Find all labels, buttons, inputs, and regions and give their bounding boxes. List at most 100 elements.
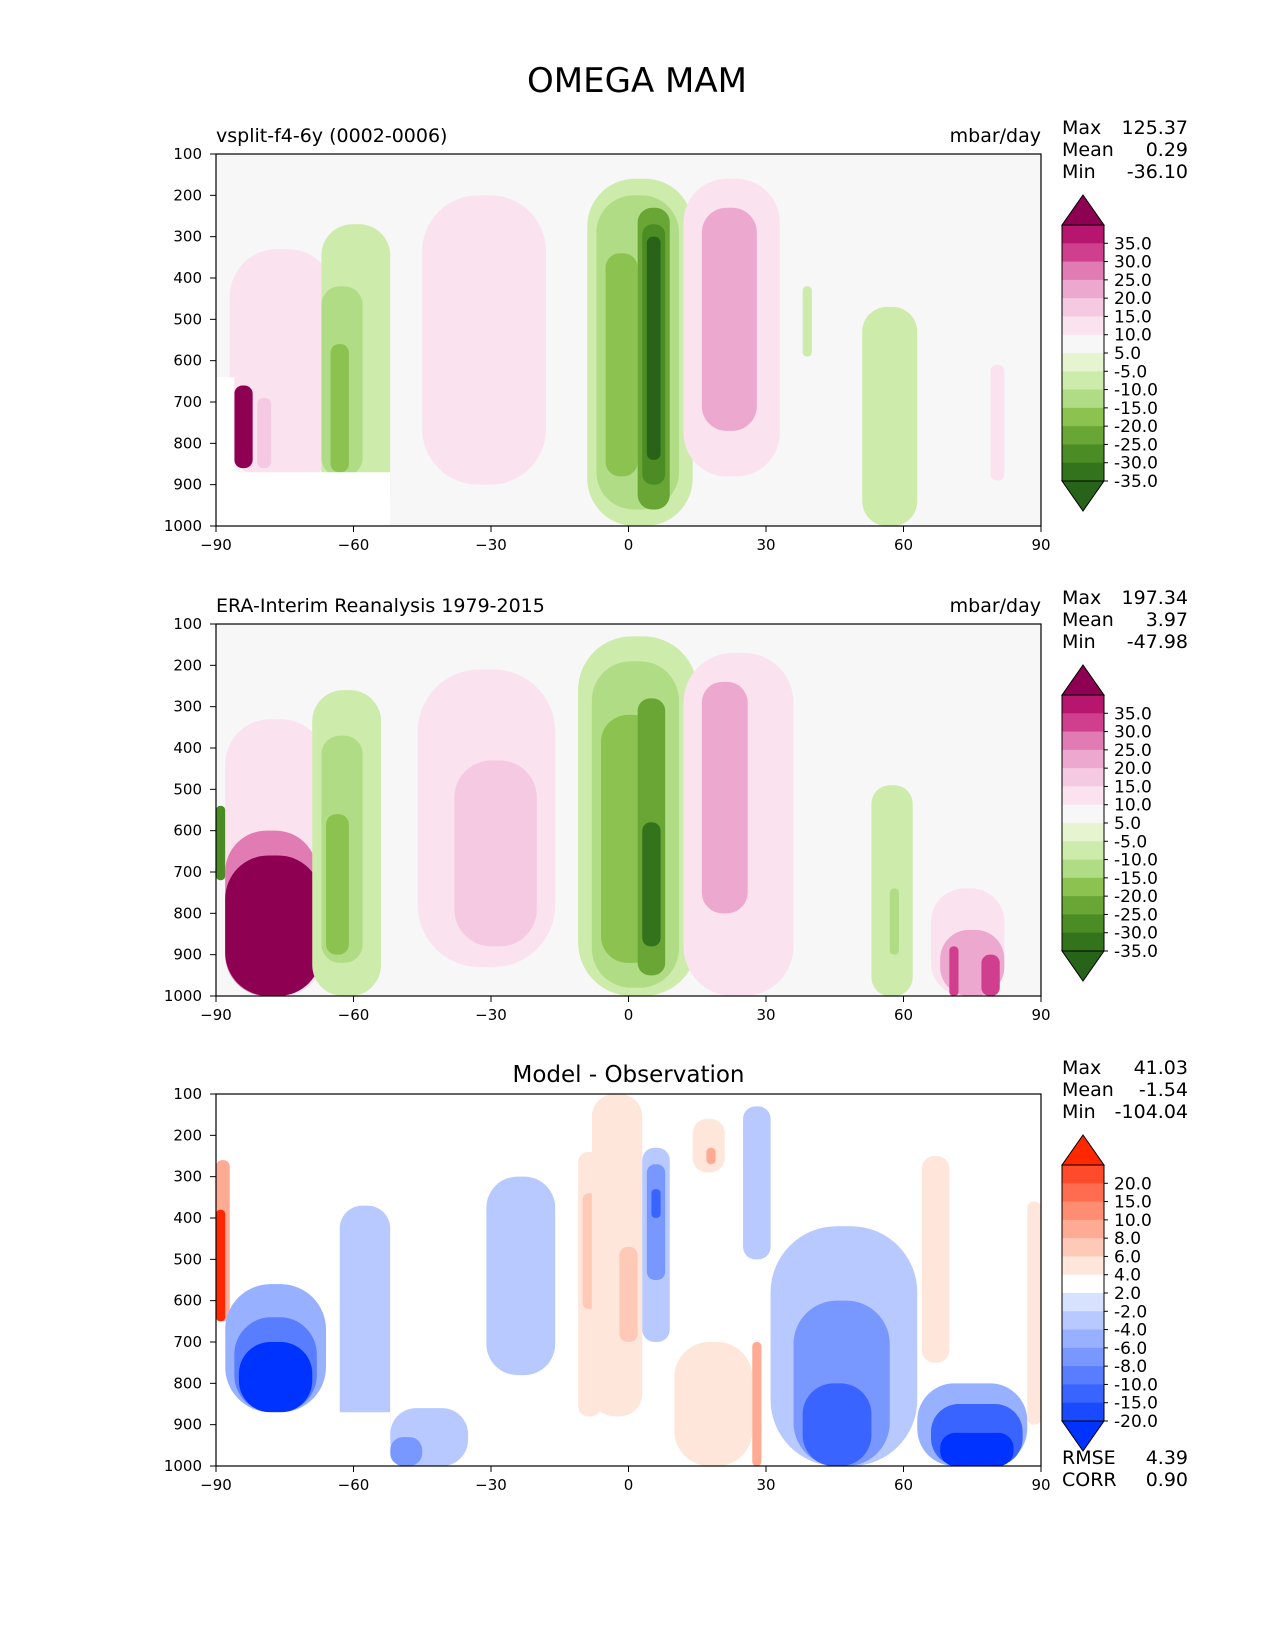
colorbar-label: -5.0 <box>1114 832 1147 852</box>
colorbar-band <box>1062 877 1104 897</box>
colorbar-label: -20.0 <box>1114 887 1158 907</box>
panel-difference: −90 −60 −30 0 30 60 90 100 200 300 400 500 600 700 800… <box>164 1057 1188 1494</box>
contour-region <box>706 1147 716 1165</box>
contour-region <box>701 681 748 914</box>
x-tick-label: 60 <box>894 1006 913 1024</box>
colorbar-band <box>1062 389 1104 409</box>
colorbar-label: 10.0 <box>1114 796 1152 816</box>
contour-region <box>454 760 537 947</box>
colorbar-band <box>1062 1201 1104 1221</box>
y-tick-label: 600 <box>173 822 202 840</box>
colorbar-band <box>1062 279 1104 299</box>
y-tick-label: 400 <box>173 739 202 757</box>
colorbar-label: 15.0 <box>1114 307 1152 327</box>
y-tick-label: 800 <box>173 434 202 452</box>
colorbar-band <box>1062 731 1104 751</box>
colorbar-band <box>1062 1293 1104 1312</box>
panel-title: ERA-Interim Reanalysis 1979-2015 <box>216 595 545 617</box>
colorbar-label: -6.0 <box>1114 1339 1147 1359</box>
y-tick-label: 200 <box>173 1126 202 1144</box>
contour-region <box>752 1342 762 1466</box>
x-tick-label: −30 <box>475 1006 507 1024</box>
contour-region <box>889 888 899 955</box>
contour-region <box>646 1164 666 1280</box>
figure-title: OMEGA MAM <box>527 61 747 101</box>
colorbar-extend-max <box>1061 194 1105 226</box>
missing-data-mask <box>216 1412 391 1466</box>
x-tick-label: −90 <box>200 536 232 554</box>
contour-field <box>216 178 1005 526</box>
colorbar-label: -10.0 <box>1114 851 1158 871</box>
colorbar-label: 25.0 <box>1114 271 1152 291</box>
missing-data-mask <box>216 1321 226 1413</box>
colorbar-band <box>1062 713 1104 733</box>
colorbar-label: 35.0 <box>1114 704 1152 724</box>
colorbar-band <box>1062 749 1104 769</box>
x-tick-label: 0 <box>624 1476 634 1494</box>
x-tick-label: 0 <box>624 1006 634 1024</box>
contour-field <box>216 636 1005 996</box>
colorbar-label: 10.0 <box>1114 326 1152 346</box>
contour-region <box>339 1205 391 1466</box>
colorbar-band <box>1062 407 1104 427</box>
stat-value: 41.03 <box>1134 1057 1188 1079</box>
missing-data-mask <box>216 377 235 526</box>
contour-region <box>238 1342 313 1413</box>
stat-label: Max <box>1062 587 1101 609</box>
y-tick-label: 900 <box>173 476 202 494</box>
colorbar-label: 4.0 <box>1114 1266 1141 1286</box>
contour-region <box>642 822 661 947</box>
colorbar-band <box>1062 823 1104 842</box>
colorbar-band <box>1062 1329 1104 1349</box>
y-tick-label: 100 <box>173 1085 202 1103</box>
colorbar-extend-max <box>1061 1134 1105 1166</box>
x-tick-label: 90 <box>1031 536 1050 554</box>
panel-observation: −90 −60 −30 0 30 60 90 100 200 300 400 500 600 700 800… <box>164 587 1188 1024</box>
panel-model: −90 −60 −30 0 30 60 90 100 200 300 400 500 600 700 800… <box>164 117 1188 554</box>
colorbar-band <box>1062 462 1104 482</box>
stat-value: 197.34 <box>1122 587 1188 609</box>
stat-label: Mean <box>1062 1079 1114 1101</box>
metric-label: RMSE <box>1062 1447 1116 1469</box>
colorbar-band <box>1062 298 1104 317</box>
y-tick-label: 600 <box>173 352 202 370</box>
x-tick-label: −30 <box>475 536 507 554</box>
y-tick-label: 300 <box>173 228 202 246</box>
stat-value: -104.04 <box>1115 1101 1188 1123</box>
colorbar-label: -20.0 <box>1114 417 1158 437</box>
stat-value: 3.97 <box>1146 609 1188 631</box>
colorbar-band <box>1062 768 1104 787</box>
colorbar-label: -8.0 <box>1114 1357 1147 1377</box>
contour-region <box>802 286 812 357</box>
x-tick-label: −30 <box>475 1476 507 1494</box>
colorbar-band <box>1062 841 1104 861</box>
contour-region <box>225 855 322 996</box>
colorbar: 35.030.025.020.015.010.05.0-5.0-10.0-15.… <box>1061 194 1158 512</box>
colorbar-label: 15.0 <box>1114 777 1152 797</box>
colorbar-band <box>1062 353 1104 372</box>
colorbar-label: 20.0 <box>1114 1174 1152 1194</box>
colorbar-band <box>1062 1219 1104 1239</box>
contour-region <box>949 946 959 996</box>
colorbar-band <box>1062 786 1104 806</box>
contour-region <box>862 306 918 526</box>
y-tick-label: 1000 <box>164 987 202 1005</box>
y-tick-label: 500 <box>173 780 202 798</box>
colorbar-label: 5.0 <box>1114 344 1141 364</box>
colorbar-band <box>1062 316 1104 336</box>
stat-label: Max <box>1062 117 1101 139</box>
metric-value: 4.39 <box>1146 1447 1188 1469</box>
x-tick-label: 90 <box>1031 1006 1050 1024</box>
colorbar-band <box>1062 225 1104 244</box>
y-tick-label: 400 <box>173 1209 202 1227</box>
contour-region <box>990 364 1005 481</box>
y-tick-label: 200 <box>173 656 202 674</box>
colorbar-band <box>1062 261 1104 281</box>
colorbar-label: -25.0 <box>1114 435 1158 455</box>
colorbar-label: -15.0 <box>1114 399 1158 419</box>
colorbar-label: 30.0 <box>1114 723 1152 743</box>
contour-region <box>216 805 226 881</box>
stat-label: Max <box>1062 1057 1101 1079</box>
y-tick-label: 500 <box>173 1250 202 1268</box>
x-tick-label: 0 <box>624 536 634 554</box>
